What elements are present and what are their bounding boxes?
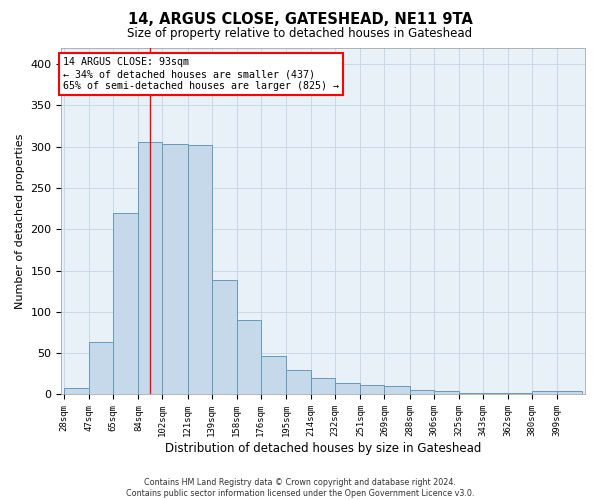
Bar: [410, 390, 434, 394]
Bar: [286, 370, 311, 394]
Bar: [557, 391, 583, 394]
Bar: [113, 212, 139, 394]
Bar: [64, 388, 89, 394]
Bar: [163, 144, 188, 395]
Bar: [335, 383, 361, 394]
Bar: [459, 393, 483, 394]
Text: 14 ARGUS CLOSE: 93sqm
← 34% of detached houses are smaller (437)
65% of semi-det: 14 ARGUS CLOSE: 93sqm ← 34% of detached …: [62, 58, 338, 90]
Bar: [237, 320, 261, 394]
Bar: [188, 145, 212, 394]
Bar: [311, 378, 335, 394]
Bar: [139, 142, 163, 394]
Y-axis label: Number of detached properties: Number of detached properties: [15, 134, 25, 308]
Bar: [532, 391, 557, 394]
Bar: [261, 356, 286, 395]
Text: 14, ARGUS CLOSE, GATESHEAD, NE11 9TA: 14, ARGUS CLOSE, GATESHEAD, NE11 9TA: [128, 12, 472, 28]
Text: Contains HM Land Registry data © Crown copyright and database right 2024.
Contai: Contains HM Land Registry data © Crown c…: [126, 478, 474, 498]
Bar: [212, 280, 237, 394]
X-axis label: Distribution of detached houses by size in Gateshead: Distribution of detached houses by size …: [165, 442, 481, 455]
Bar: [508, 393, 532, 394]
Bar: [483, 393, 508, 394]
Text: Size of property relative to detached houses in Gateshead: Size of property relative to detached ho…: [127, 28, 473, 40]
Bar: [385, 386, 410, 394]
Bar: [434, 391, 459, 394]
Bar: [89, 342, 113, 394]
Bar: [361, 386, 385, 394]
